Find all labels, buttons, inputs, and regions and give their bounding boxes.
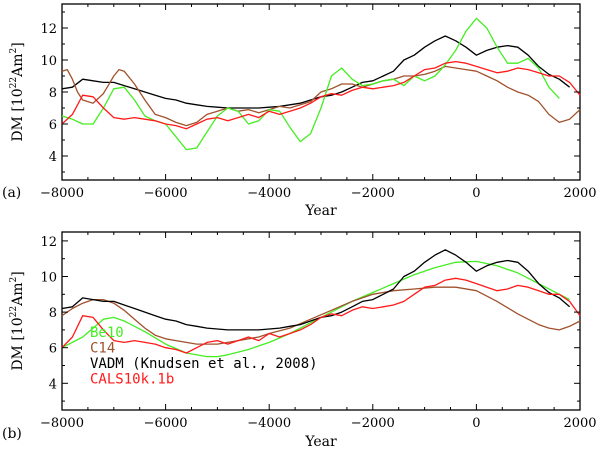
- panel-b-xtick-label: 2000: [563, 416, 596, 431]
- panel-b-ticks: −8000 −6000 −4000 −2000 0 2000 4 6 8 10 12: [40, 232, 597, 431]
- panel-a-ylabel: DM [1022Am2]: [9, 42, 26, 141]
- panel-a-xtick-label: 2000: [563, 186, 596, 201]
- panel-a-line-series-0: [61, 35, 570, 109]
- panel-a-ytick-label: 10: [40, 54, 57, 69]
- panel-a-ylabel-sup: 22: [9, 77, 19, 88]
- panel-a-ylabel-unit-sup: 2: [9, 48, 19, 54]
- panel-a-ytick-label: 4: [49, 150, 57, 165]
- panel-b-ytick-label: 8: [49, 306, 57, 321]
- legend-item-c14: C14: [90, 341, 115, 357]
- panel-b-ytick-label: 10: [40, 271, 57, 286]
- panel-b-xtick-label: 0: [472, 416, 480, 431]
- panel-b-xtick-label: −8000: [40, 416, 84, 431]
- panel-a-line-series-2: [61, 17, 560, 151]
- panel-b-xtick-label: −2000: [351, 416, 395, 431]
- panel-a-ytick-label: 8: [49, 86, 57, 101]
- panel-b-ylabel-unit-sup: 2: [9, 277, 19, 283]
- panel-b-ytick-label: 12: [40, 235, 57, 250]
- panel-b-line-vadm-knudsen-et-al-2008: [61, 249, 571, 331]
- panel-a-xlabel: Year: [304, 203, 337, 219]
- panel-a-line-series-1: [61, 65, 581, 127]
- panel-a-xtick-label: −6000: [144, 186, 188, 201]
- panel-b-ylabel-unit: Am: [10, 283, 26, 307]
- panel-b-line-c14: [61, 286, 581, 345]
- panel-a: −8000 −6000 −4000 −2000 0 2000 4 6 8 10 12 Year DM…: [2, 3, 597, 219]
- panel-a-xtick-label: −2000: [351, 186, 395, 201]
- legend-item-vadm-knudsen-et-al-2008: VADM (Knudsen et al., 2008): [90, 356, 318, 372]
- panel-a-ylabel-close: ]: [10, 42, 26, 47]
- panel-b-xtick-label: −4000: [247, 416, 291, 431]
- panel-a-ylabel-main: DM [10: [10, 88, 26, 141]
- panel-a-ytick-label: 6: [49, 118, 57, 133]
- panel-b-ylabel-sup: 22: [9, 306, 19, 317]
- panel-b-line-be10: [61, 260, 570, 358]
- legend-item-be10: Be10: [90, 325, 124, 341]
- panel-b-label: (b): [2, 426, 22, 442]
- panel-b-line-cals10k-1b: [61, 277, 581, 354]
- legend-item-cals10k-1b: CALS10k.1b: [90, 372, 174, 388]
- panel-a-series-group: [61, 17, 581, 151]
- panel-b-xtick-label: −6000: [144, 416, 188, 431]
- panel-a-ticks: −8000 −6000 −4000 −2000 0 2000 4 6 8 10 12: [40, 4, 597, 201]
- panel-a-ytick-label: 12: [40, 22, 57, 37]
- panel-b-ylabel-close: ]: [10, 271, 26, 276]
- panel-b-ytick-label: 4: [49, 377, 57, 392]
- panel-a-xtick-label: −8000: [40, 186, 84, 201]
- panel-a-line-series-3: [61, 60, 581, 130]
- panel-a-ylabel-unit: Am: [10, 54, 26, 78]
- panel-b-xlabel: Year: [304, 434, 337, 450]
- panel-a-xtick-label: −4000: [247, 186, 291, 201]
- panel-b-ylabel-main: DM [10: [10, 317, 26, 370]
- panel-b-ylabel: DM [1022Am2]: [9, 271, 26, 370]
- panel-a-xtick-label: 0: [472, 186, 480, 201]
- panel-b: −8000 −6000 −4000 −2000 0 2000 4 6 8 10 12 Year DM…: [2, 231, 597, 450]
- panel-b-ytick-label: 6: [49, 342, 57, 357]
- panel-b-series-group: [61, 249, 581, 358]
- panel-a-label: (a): [2, 185, 21, 201]
